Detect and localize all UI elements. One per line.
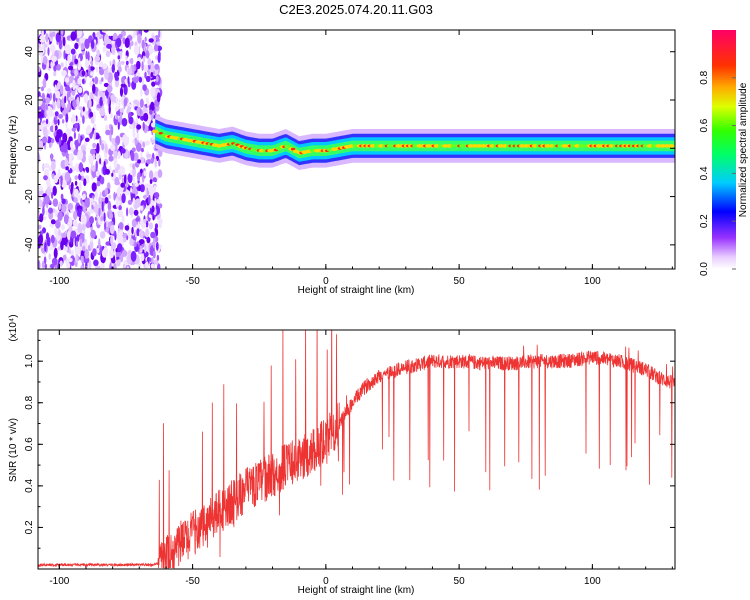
signal-track [152, 114, 675, 170]
snr-plot: -100 -50 0 50 100 0.2 0.4 0.6 0.8 1.0 [24, 329, 676, 587]
top-ylabel: Frequency (Hz) [8, 116, 19, 185]
top-ytick-label: 40 [24, 46, 35, 58]
top-ytick-label: 0 [24, 145, 35, 151]
bottom-yscale-label: (x10⁴) [8, 314, 19, 341]
top-ytick-label: -40 [24, 237, 35, 252]
bottom-ytick-label: 0.2 [24, 520, 35, 534]
bottom-ylabel: SNR (10 * v/v) [8, 418, 19, 482]
top-xtick-label: -50 [185, 276, 200, 287]
figure-title: C2E3.2025.074.20.11.G03 [279, 2, 433, 17]
top-xlabel: Height of straight line (km) [298, 285, 415, 296]
top-ytick-label: 20 [24, 94, 35, 106]
colorbar-tick-label: 0.2 [699, 214, 710, 228]
top-xtick-label: -100 [49, 276, 69, 287]
colorbar-tick-label: 0.0 [699, 262, 710, 276]
bottom-xtick-label: 100 [584, 576, 601, 587]
signal-band-3 [155, 126, 675, 159]
snr-series-line [38, 330, 675, 569]
top-xtick-label: 50 [454, 276, 466, 287]
spectrogram-frame [37, 29, 676, 270]
colorbar-tick-label: 0.8 [699, 70, 710, 84]
colorbar-gradient [712, 30, 736, 269]
spectrogram-image [38, 30, 675, 269]
bottom-xtick-label: -100 [49, 576, 69, 587]
bottom-ytick-label: 0.4 [24, 478, 35, 492]
top-ytick-label: -20 [24, 189, 35, 204]
bottom-ytick-label: 0.6 [24, 437, 35, 451]
colorbar-label: Normalized spectral amplitude [738, 82, 749, 217]
noise-region [38, 30, 163, 269]
colorbar-tick-label: 0.4 [699, 166, 710, 180]
colorbar: 0.0 0.2 0.4 0.6 0.8 [699, 30, 736, 276]
top-xtick-label: 100 [584, 276, 601, 287]
snr-frame [37, 329, 676, 570]
bottom-xtick-label: 0 [323, 576, 329, 587]
bottom-ytick-label: 1.0 [24, 354, 35, 368]
snr-line-area [38, 330, 675, 569]
bottom-xtick-label: 50 [454, 576, 466, 587]
colorbar-tick-label: 0.6 [699, 118, 710, 132]
bottom-xtick-label: -50 [185, 576, 200, 587]
bottom-ytick-label: 0.8 [24, 395, 35, 409]
spectrogram-plot: -100 -50 0 50 100 -40 -20 0 20 40 [24, 29, 676, 287]
top-xtick-label: 0 [323, 276, 329, 287]
bottom-xlabel: Height of straight line (km) [298, 585, 415, 596]
